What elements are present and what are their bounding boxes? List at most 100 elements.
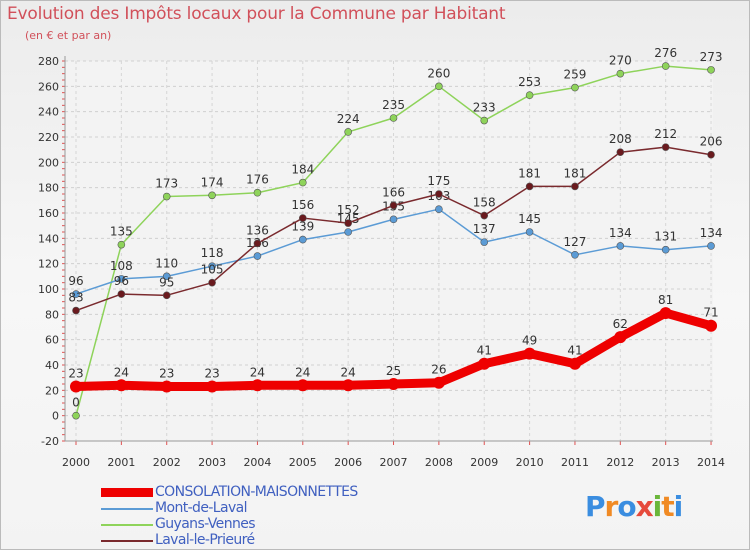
data-point [208, 191, 216, 200]
data-point [480, 238, 489, 246]
data-label: 135 [110, 225, 133, 239]
y-tick-label: 120 [38, 258, 59, 271]
data-label: 83 [68, 291, 83, 305]
x-tick-label: 2010 [516, 456, 544, 469]
data-point [115, 379, 128, 392]
data-label: 260 [427, 66, 450, 80]
x-tick-label: 2006 [334, 456, 362, 469]
data-label: 136 [246, 223, 269, 237]
data-label: 175 [427, 174, 450, 188]
data-label: 176 [246, 173, 269, 187]
data-label: 96 [114, 274, 129, 288]
logo-letter: P [585, 490, 606, 523]
data-label: 224 [337, 112, 360, 126]
data-label: 235 [382, 98, 405, 112]
data-point [661, 143, 670, 151]
data-point [525, 91, 534, 99]
x-tick-label: 2004 [243, 456, 271, 469]
data-label: 134 [700, 226, 723, 240]
data-point [616, 148, 625, 156]
legend-swatch-mont-de-laval [101, 508, 153, 510]
x-tick-label: 2003 [198, 456, 226, 469]
data-label: 127 [564, 235, 587, 249]
data-label: 273 [700, 50, 723, 64]
data-point [480, 116, 489, 125]
data-point [389, 215, 398, 224]
data-label: 71 [703, 306, 718, 320]
data-point [298, 214, 307, 222]
data-point [616, 69, 625, 78]
data-label: 233 [473, 101, 496, 115]
data-label: 156 [291, 198, 314, 212]
data-label: 95 [159, 275, 174, 289]
data-label: 49 [522, 334, 537, 348]
data-point [435, 190, 443, 198]
data-point [342, 379, 355, 392]
data-label: 108 [110, 259, 133, 273]
data-label: 270 [609, 54, 632, 68]
logo-letter: r [604, 490, 619, 523]
data-point [162, 272, 171, 281]
data-point [659, 307, 672, 320]
logo-letter: t [661, 490, 674, 523]
x-tick-label: 2011 [561, 456, 589, 469]
data-point [344, 228, 352, 236]
y-tick-label: 200 [38, 156, 59, 169]
data-label: 134 [609, 226, 632, 240]
data-point [298, 235, 307, 244]
data-label: 41 [477, 344, 492, 358]
data-point [432, 376, 445, 389]
data-point [571, 251, 579, 259]
data-point [525, 182, 534, 191]
x-tick-label: 2007 [380, 456, 408, 469]
data-label: 181 [518, 166, 541, 180]
y-tick-label: 100 [38, 283, 59, 296]
legend: CONSOLATION-MAISONNETTES Mont-de-Laval G… [101, 484, 421, 549]
data-point [160, 380, 173, 393]
data-label: 23 [159, 367, 174, 381]
data-point [707, 66, 715, 74]
data-point [707, 150, 715, 159]
y-tick-label: 40 [45, 359, 59, 372]
data-label: 105 [201, 263, 224, 277]
y-tick-label: 280 [38, 55, 59, 68]
data-label: 25 [386, 364, 401, 378]
data-point [72, 306, 80, 315]
data-point [661, 62, 670, 70]
legend-label-consolation: CONSOLATION-MAISONNETTES [155, 484, 358, 500]
data-label: 26 [431, 363, 446, 377]
data-label: 137 [473, 222, 496, 236]
data-label: 41 [567, 344, 582, 358]
data-label: 173 [155, 177, 178, 191]
x-tick-label: 2005 [289, 456, 317, 469]
data-label: 158 [473, 196, 496, 210]
legend-item-mont-de-laval: Mont-de-Laval [101, 500, 421, 517]
data-point [523, 347, 536, 360]
plot-area [65, 61, 713, 441]
legend-item-guyans-vennes: Guyans-Vennes [101, 516, 421, 533]
legend-label-laval-le-prieure: Laval-le-Prieuré [155, 532, 255, 548]
data-point [389, 201, 398, 210]
data-point [162, 291, 171, 300]
data-label: 96 [68, 274, 83, 288]
y-tick-label: -20 [41, 435, 59, 448]
data-point [435, 205, 443, 213]
x-tick-label: 2008 [425, 456, 453, 469]
data-point [208, 278, 216, 287]
data-label: 24 [114, 365, 129, 379]
data-point [571, 83, 579, 92]
data-label: 212 [654, 127, 677, 141]
data-point [72, 290, 80, 298]
x-tick-label: 2001 [107, 456, 135, 469]
data-label: 23 [68, 367, 83, 381]
chart-title: Evolution des Impôts locaux pour la Comm… [7, 4, 506, 24]
y-tick-label: 240 [38, 106, 59, 119]
y-tick-label: 60 [45, 334, 59, 347]
data-point [117, 290, 126, 298]
data-point [253, 188, 262, 197]
logo-letter: i [673, 490, 684, 523]
data-point [206, 380, 219, 393]
y-tick-label: 220 [38, 131, 59, 144]
